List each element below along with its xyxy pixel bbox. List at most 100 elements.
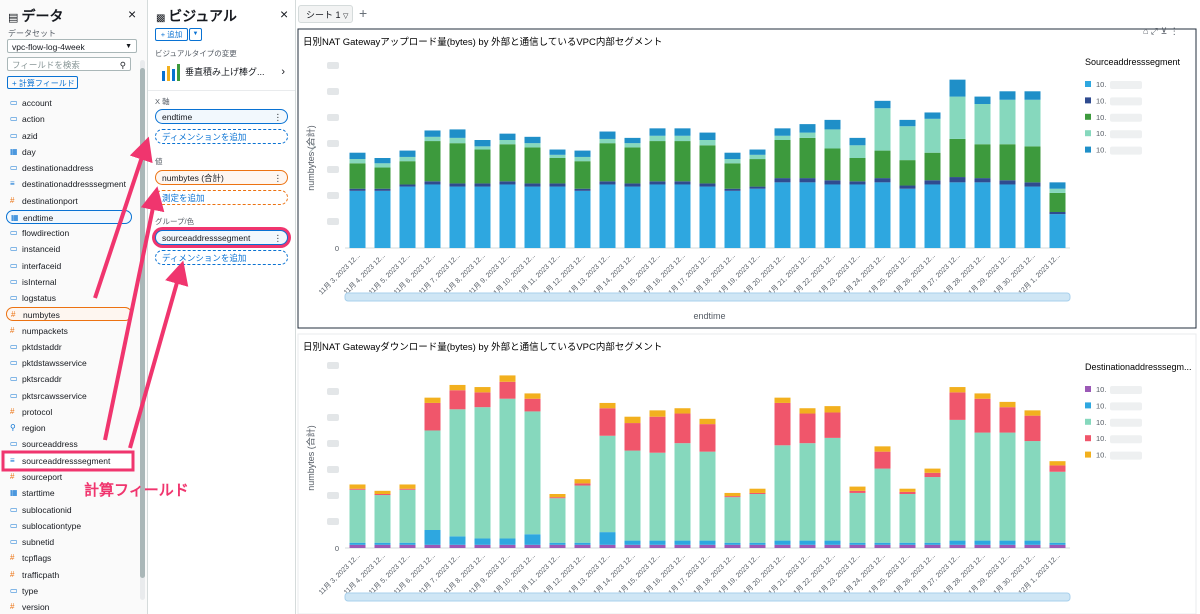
bar-segment	[499, 181, 516, 185]
legend-title: Sourceaddresssegment	[1085, 57, 1181, 67]
bar-segment	[974, 182, 991, 248]
x-tick-label: 11月 22, 2023 12...	[790, 552, 837, 599]
field-item[interactable]: ▭ instanceid	[6, 242, 132, 256]
value-field-well[interactable]: numbytes (合計) ⋮	[155, 170, 288, 185]
field-item[interactable]: ▭ action	[6, 112, 132, 126]
field-item[interactable]: # destinationport	[6, 194, 132, 208]
bar-segment	[524, 393, 541, 399]
field-item[interactable]: # numbytes	[6, 307, 132, 322]
x-tick-label: 11月 13, 2023 12...	[565, 552, 612, 599]
x-tick-label: 11月 11, 2023 12...	[515, 252, 562, 299]
bar-segment	[499, 140, 516, 145]
bar-segment	[874, 542, 891, 545]
visual-type-selector[interactable]: 垂直積み上げ棒グ... ›	[155, 60, 287, 84]
group-field-well[interactable]: sourceaddresssegment ⋮	[155, 230, 288, 245]
field-item[interactable]: ▭ isInternal	[6, 275, 132, 289]
field-item[interactable]: ▦ starttime	[6, 486, 132, 500]
field-item[interactable]: # tcpflags	[6, 551, 132, 565]
bar-segment	[749, 186, 766, 189]
bar-segment	[474, 140, 491, 147]
bar-segment	[699, 183, 716, 187]
field-search[interactable]: フィールドを検索 ⚲	[7, 57, 131, 71]
add-sheet[interactable]: +	[359, 5, 368, 21]
bar-segment	[749, 188, 766, 248]
bar-segment	[949, 79, 966, 97]
x-tick-label: 11月 4, 2023 12...	[342, 552, 387, 597]
bar-segment	[649, 181, 666, 185]
field-item[interactable]: ▭ pktsrcawsservice	[6, 389, 132, 403]
field-item[interactable]: ▭ pktsrcaddr	[6, 372, 132, 386]
field-item[interactable]: # version	[6, 600, 132, 614]
calc-field-button[interactable]: + 計算フィールド	[7, 76, 78, 89]
x-tick-label: 11月 17, 2023 12...	[665, 252, 712, 299]
field-item[interactable]: ▭ sublocationtype	[6, 519, 132, 533]
close-button[interactable]: ×	[128, 6, 137, 22]
field-item[interactable]: ▭ logstatus	[6, 291, 132, 305]
group-label: グループ/色	[155, 217, 195, 226]
field-item[interactable]: ▭ pktdstaddr	[6, 340, 132, 354]
bar-segment	[624, 416, 641, 424]
field-item[interactable]: ▭ pktdstawsservice	[6, 356, 132, 370]
legend-swatch	[1085, 386, 1091, 392]
field-icon: ▭	[10, 358, 18, 368]
dataset-select[interactable]: vpc-flow-log-4week ▼	[7, 39, 137, 53]
field-item[interactable]: ▭ interfaceid	[6, 259, 132, 273]
bar-segment	[449, 390, 466, 410]
x-add-well[interactable]: ディメンションを追加	[155, 129, 288, 144]
bar-segment	[899, 542, 916, 545]
field-item[interactable]: ▦ day	[6, 145, 132, 159]
field-item[interactable]: # trafficpath	[6, 568, 132, 582]
bar-segment	[649, 416, 666, 453]
bar-segment	[749, 154, 766, 160]
sheet-tab[interactable]: シート 1 ▽	[298, 5, 353, 23]
field-item[interactable]: ▭ type	[6, 584, 132, 598]
bar-segment	[749, 488, 766, 493]
field-name: flowdirection	[22, 228, 70, 239]
close-button[interactable]: ×	[280, 6, 289, 22]
add-text: 追加	[167, 30, 183, 39]
bar-segment	[474, 146, 491, 150]
field-item[interactable]: ▭ flowdirection	[6, 226, 132, 240]
field-item[interactable]: # sourceport	[6, 470, 132, 484]
field-name: type	[22, 585, 39, 596]
bar-segment	[724, 152, 741, 160]
bar-segment	[599, 184, 616, 248]
blurred-tick	[327, 466, 339, 473]
blurred-tick	[327, 388, 339, 395]
field-item[interactable]: ▭ account	[6, 96, 132, 110]
field-name: pktdstaddr	[22, 341, 62, 352]
bar-segment	[724, 492, 741, 497]
field-icon: ▭	[10, 504, 18, 514]
bar-segment	[449, 409, 466, 537]
field-icon: #	[11, 310, 16, 320]
field-item[interactable]: # protocol	[6, 405, 132, 419]
legend-swatch	[1085, 451, 1091, 458]
field-item[interactable]: # numpackets	[6, 324, 132, 338]
bar-segment	[399, 184, 416, 187]
add-dropdown[interactable]: ▼	[189, 28, 202, 41]
field-item[interactable]: ▭ subnetid	[6, 535, 132, 549]
bar-segment	[1049, 212, 1066, 215]
add-button[interactable]: + 追加	[155, 28, 188, 41]
field-item[interactable]: ▭ destinationaddress	[6, 161, 132, 175]
bar-segment	[849, 544, 866, 548]
field-item[interactable]: ≡ destinationaddresssegment	[6, 177, 132, 191]
x-field-well[interactable]: endtime ⋮	[155, 109, 288, 124]
bar-segment	[849, 158, 866, 182]
field-item[interactable]: ▭ sourceaddress	[6, 437, 132, 451]
bar-segment	[924, 112, 941, 119]
bar-segment	[874, 446, 891, 452]
x-tick-label: 11月 21, 2023 12...	[765, 552, 812, 599]
visual-toolbar: ⌂ ⤢ ⊻ ⋮	[1143, 26, 1179, 36]
field-item[interactable]: ▭ sublocationid	[6, 503, 132, 517]
field-item[interactable]: ▭ azid	[6, 129, 132, 143]
field-icon: ▭	[10, 244, 18, 254]
x-tick-label: 11月 23, 2023 12...	[815, 552, 862, 599]
field-item[interactable]: ⚲ region	[6, 421, 132, 435]
bar-segment	[874, 150, 891, 179]
field-name: instanceid	[22, 244, 61, 255]
bar-segment	[449, 183, 466, 187]
bar-segment	[599, 131, 616, 139]
bar-segment	[599, 435, 616, 533]
bar-segment	[824, 184, 841, 248]
